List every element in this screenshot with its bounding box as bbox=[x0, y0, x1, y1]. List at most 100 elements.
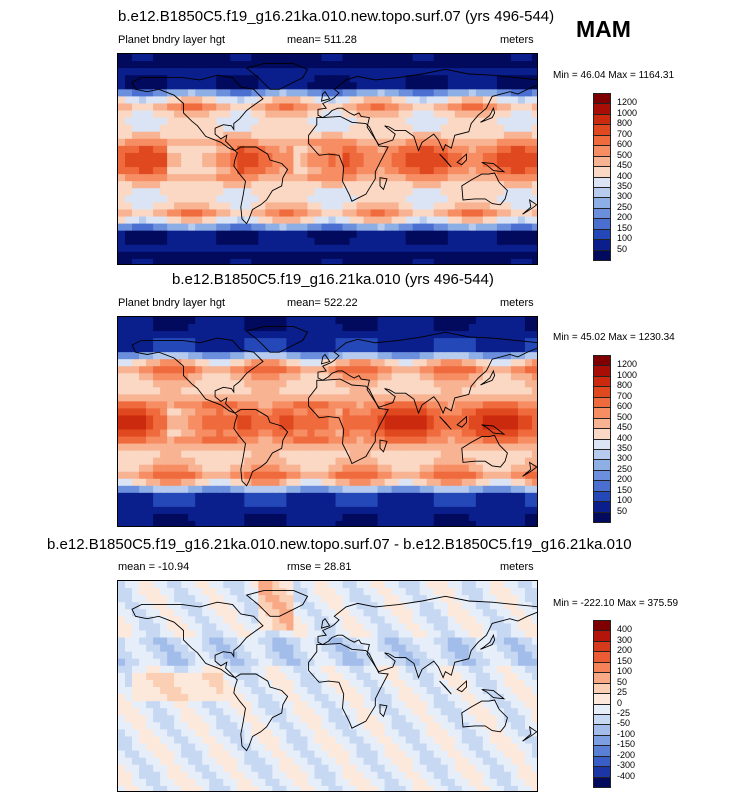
field-cell bbox=[342, 54, 351, 62]
field-cell bbox=[517, 223, 526, 232]
field-cell bbox=[167, 450, 175, 459]
field-cell bbox=[356, 715, 365, 723]
field-cell bbox=[398, 609, 407, 617]
field-cell bbox=[461, 492, 470, 501]
field-cell bbox=[370, 665, 379, 674]
field-cell bbox=[398, 520, 407, 526]
field-cell bbox=[370, 457, 379, 466]
field-cell bbox=[307, 394, 316, 402]
field-cell bbox=[195, 216, 203, 225]
field-cell bbox=[167, 630, 175, 639]
field-cell bbox=[279, 317, 287, 325]
field-cell bbox=[188, 401, 196, 410]
field-cell bbox=[363, 345, 372, 353]
field-cell bbox=[223, 429, 231, 438]
field-cell bbox=[440, 422, 449, 431]
field-cell bbox=[398, 324, 407, 332]
field-cell bbox=[160, 152, 168, 161]
field-cell bbox=[447, 630, 456, 639]
field-cell bbox=[181, 588, 189, 596]
field-cell bbox=[139, 387, 147, 395]
field-cell bbox=[258, 345, 266, 353]
field-cell bbox=[503, 401, 512, 410]
field-cell bbox=[160, 160, 168, 168]
field-cell bbox=[503, 216, 512, 225]
field-cell bbox=[482, 609, 491, 617]
field-cell bbox=[188, 672, 196, 681]
field-cell bbox=[139, 131, 147, 140]
field-cell bbox=[524, 202, 533, 211]
field-cell bbox=[377, 422, 386, 431]
field-cell bbox=[447, 665, 456, 674]
field-cell bbox=[272, 722, 280, 730]
field-cell bbox=[195, 471, 203, 480]
field-cell bbox=[188, 230, 196, 239]
field-cell bbox=[335, 513, 344, 522]
field-cell bbox=[328, 520, 337, 526]
field-cell bbox=[223, 380, 231, 388]
field-cell bbox=[209, 464, 217, 473]
field-cell bbox=[223, 345, 231, 353]
field-cell bbox=[531, 651, 537, 660]
field-cell bbox=[370, 595, 379, 603]
field-cell bbox=[314, 352, 323, 360]
field-cell bbox=[118, 520, 126, 526]
field-cell bbox=[251, 124, 259, 133]
field-cell bbox=[363, 602, 372, 610]
field-cell bbox=[132, 588, 140, 596]
field-cell bbox=[118, 131, 126, 140]
field-cell bbox=[286, 117, 295, 126]
field-cell bbox=[307, 96, 316, 105]
field-cell bbox=[300, 324, 309, 332]
field-cell bbox=[517, 450, 526, 459]
field-cell bbox=[202, 152, 210, 161]
colorbar-label: 400 bbox=[617, 432, 633, 443]
field-cell bbox=[328, 160, 337, 168]
field-cell bbox=[118, 513, 126, 522]
field-cell bbox=[146, 174, 154, 182]
field-cell bbox=[216, 687, 224, 695]
field-cell bbox=[419, 679, 428, 688]
coastline bbox=[317, 331, 537, 415]
field-cell bbox=[405, 54, 414, 62]
field-cell bbox=[475, 499, 484, 508]
field-cell bbox=[524, 651, 533, 660]
field-cell bbox=[454, 644, 463, 653]
field-cell bbox=[188, 160, 196, 168]
field-cell bbox=[433, 708, 442, 716]
field-cell bbox=[146, 499, 154, 508]
field-cell bbox=[503, 485, 512, 494]
field-cell bbox=[314, 485, 323, 494]
field-cell bbox=[244, 380, 252, 388]
field-cell bbox=[251, 54, 259, 62]
field-cell bbox=[468, 82, 477, 90]
field-cell bbox=[342, 209, 351, 218]
field-cell bbox=[258, 665, 266, 674]
field-cell bbox=[188, 145, 196, 154]
field-cell bbox=[265, 429, 273, 438]
field-cell bbox=[251, 61, 259, 69]
field-cell bbox=[496, 89, 505, 97]
field-cell bbox=[300, 167, 309, 175]
field-cell bbox=[139, 595, 147, 603]
field-cell bbox=[531, 188, 537, 196]
field-cell bbox=[146, 450, 154, 459]
field-cell bbox=[496, 54, 505, 62]
field-cell bbox=[482, 679, 491, 688]
field-cell bbox=[153, 401, 161, 410]
field-cell bbox=[433, 117, 442, 126]
field-cell bbox=[160, 658, 168, 667]
field-cell bbox=[342, 167, 351, 175]
field-cell bbox=[216, 216, 224, 225]
field-cell bbox=[489, 644, 498, 653]
field-cell bbox=[230, 506, 238, 515]
field-cell bbox=[440, 492, 449, 501]
field-cell bbox=[286, 672, 295, 681]
field-cell bbox=[237, 422, 245, 431]
field-cell bbox=[524, 209, 533, 218]
field-cell bbox=[510, 630, 519, 639]
panel-3-units: meters bbox=[500, 561, 534, 573]
field-cell bbox=[342, 478, 351, 487]
field-cell bbox=[174, 167, 182, 175]
field-cell bbox=[244, 131, 252, 140]
